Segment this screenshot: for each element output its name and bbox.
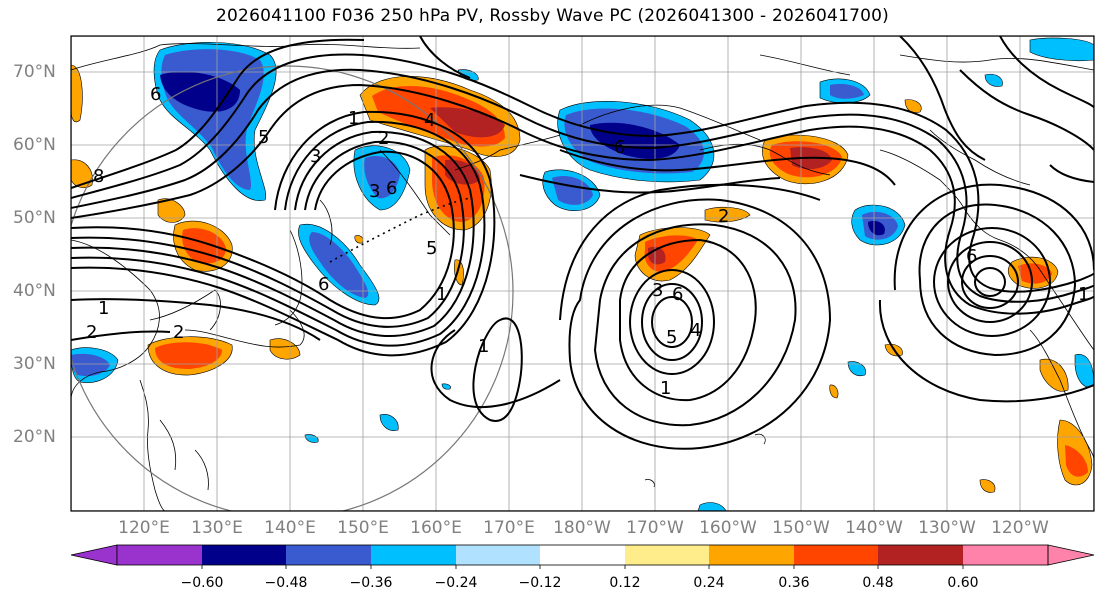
contour-label: 8: [93, 166, 104, 187]
lon-label-160w: 160°W: [699, 518, 757, 538]
lon-label-120w: 120°W: [991, 518, 1049, 538]
lon-label-130e: 130°E: [191, 518, 243, 538]
contour-label: 1: [436, 284, 447, 305]
contour-label: 5: [258, 127, 269, 148]
contour-labels: 1 2 2 3 5 6 8 6 1 3 6 5 4 2 1 2 6 6 3 1 …: [86, 84, 1089, 399]
contour-label: 3: [369, 181, 380, 202]
contour-label: 1: [1078, 284, 1089, 305]
contour-label: 5: [666, 327, 677, 348]
colorbar-tick-label: −0.12: [518, 575, 562, 591]
colorbar-tick-label: 0.48: [862, 575, 894, 591]
contour-label: 3: [310, 146, 321, 167]
contour-label: 5: [426, 238, 437, 259]
colorbar-tick-label: −0.60: [180, 575, 224, 591]
lon-label-160e: 160°E: [410, 518, 462, 538]
chart-title: 2026041100 F036 250 hPa PV, Rossby Wave …: [216, 6, 889, 26]
lon-label-140w: 140°W: [845, 518, 903, 538]
lon-label-120e: 120°E: [118, 518, 170, 538]
coastlines: [71, 43, 1094, 511]
lon-label-130w: 130°W: [918, 518, 976, 538]
contour-label: 4: [690, 320, 701, 341]
lat-label-60n: 60°N: [13, 135, 56, 155]
contour-label: 6: [150, 84, 161, 105]
map-frame: [70, 35, 1095, 512]
contour-label: 2: [86, 322, 97, 343]
contour-label: 1: [478, 336, 489, 357]
colorbar-tick-label: −0.24: [434, 575, 478, 591]
pv-contours: [71, 36, 1094, 450]
lon-label-180w: 180°W: [553, 518, 611, 538]
colorbar-tick-label: −0.48: [264, 575, 308, 591]
contour-label: 6: [966, 246, 977, 267]
lat-label-20n: 20°N: [13, 427, 56, 447]
dotted-track: [329, 197, 471, 263]
contour-label: 2: [718, 206, 729, 227]
lon-label-150w: 150°W: [772, 518, 830, 538]
contour-label: 1: [660, 378, 671, 399]
map-area: 1 2 2 3 5 6 8 6 1 3 6 5 4 2 1 2 6 6 3 1 …: [71, 36, 1094, 511]
colorbar-min-extension: [70, 544, 118, 566]
contour-label: 4: [424, 110, 435, 131]
colorbar-tick-label: 0.60: [947, 575, 979, 591]
contour-label: 6: [614, 137, 625, 158]
contour-label: 6: [672, 284, 683, 305]
contour-label: 3: [652, 280, 663, 301]
lat-label-30n: 30°N: [13, 354, 56, 374]
rossby-wave-circle: [71, 65, 514, 511]
lat-label-50n: 50°N: [13, 208, 56, 228]
contour-label: 6: [318, 274, 329, 295]
lon-label-140e: 140°E: [264, 518, 316, 538]
lon-label-150e: 150°E: [337, 518, 389, 538]
contour-label: 6: [386, 178, 397, 199]
contour-label: 1: [98, 298, 109, 319]
colorbar-tick-label: 0.12: [609, 575, 641, 591]
lon-label-170e: 170°E: [483, 518, 535, 538]
lon-label-170w: 170°W: [626, 518, 684, 538]
colorbar-max-extension: [1047, 544, 1095, 566]
contour-label: 1: [348, 108, 359, 129]
contour-label: 2: [173, 322, 184, 343]
lat-label-40n: 40°N: [13, 281, 56, 301]
colorbar-tick-label: 0.36: [778, 575, 810, 591]
colorbar-tick-label: −0.36: [349, 575, 393, 591]
colorbar: [70, 544, 1095, 569]
lat-label-70n: 70°N: [13, 62, 56, 82]
contour-label: 2: [378, 128, 389, 149]
colorbar-tick-label: 0.24: [693, 575, 725, 591]
